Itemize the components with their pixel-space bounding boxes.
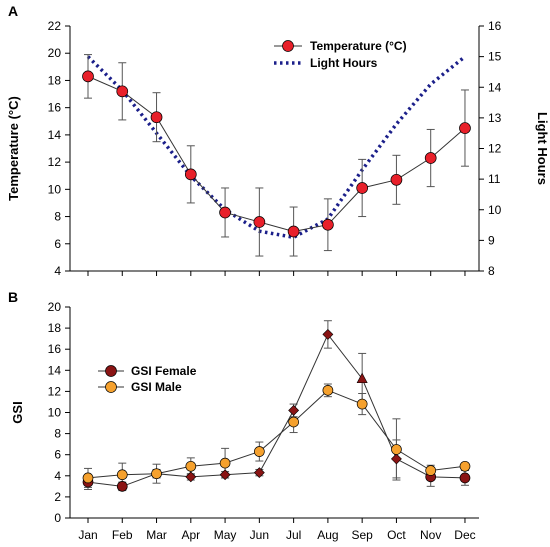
gsi-male-point: [185, 460, 197, 472]
gsi-female-point: [219, 469, 231, 481]
temperature-point: [356, 182, 369, 194]
gsi-male-point: [425, 465, 437, 476]
temperature-point: [287, 225, 300, 238]
light-hours-line: [86, 55, 467, 240]
temperature-point: [459, 122, 471, 134]
gsi-female-point: [322, 329, 334, 340]
panel-b-x-tick-label: Feb: [112, 528, 133, 542]
panel-a-y-tick-label: 18: [48, 73, 62, 87]
panel-a-y2-tick-label: 8: [488, 264, 495, 278]
panel-b-y-tick-label: 12: [48, 384, 62, 398]
gsi-female-point: [356, 372, 368, 384]
panel-b-y-tick-label: 14: [48, 363, 62, 377]
temperature-point: [390, 173, 403, 186]
panel-b-y-tick-label: 8: [54, 427, 61, 441]
panel-b-x-tick-label: Jun: [250, 528, 269, 542]
legend-temperature-marker: [282, 40, 294, 52]
panel-b-y-tick-label: 18: [48, 321, 62, 335]
panel-a-y2-axis-title: Light Hours: [535, 112, 550, 185]
temperature-point: [322, 218, 334, 231]
gsi-male-point: [288, 416, 299, 428]
panel-a-y-tick-label: 14: [48, 128, 62, 142]
temperature-point: [219, 206, 231, 219]
gsi-male-point: [151, 468, 162, 480]
panel-a-y2-tick-label: 13: [488, 111, 502, 125]
gsi-male-point: [356, 398, 368, 410]
panel-b-x-tick-label: Sep: [351, 528, 373, 542]
legend-light-hours-label: Light Hours: [310, 56, 378, 70]
panel-b-y-tick-label: 20: [48, 300, 62, 314]
panel-a-y-tick-label: 4: [54, 264, 61, 278]
legend-gsi-female-marker: [105, 365, 117, 377]
temperature-point: [253, 216, 266, 228]
temperature-point: [150, 111, 163, 124]
legend-gsi-male-marker: [105, 381, 117, 393]
panel-b-x-tick-label: Mar: [146, 528, 167, 542]
panel-a-y2-tick-label: 10: [488, 203, 502, 217]
panel-b-y-tick-label: 16: [48, 342, 62, 356]
gsi-male-point: [82, 472, 94, 484]
legend-temperature-label: Temperature (°C): [310, 39, 407, 53]
panel-b-x-tick-label: Dec: [454, 528, 475, 542]
panel-b-x-tick-label: Aug: [317, 528, 338, 542]
panel-b-x-tick-label: May: [214, 528, 237, 542]
temperature-line: [87, 75, 466, 233]
gsi-female-point: [459, 472, 471, 484]
panel-b-y-tick-label: 10: [48, 406, 62, 420]
temperature-point: [82, 70, 94, 83]
panel-a-y2-tick-label: 12: [488, 142, 502, 156]
panel-b-y-tick-label: 2: [54, 490, 61, 504]
panel-b-x-tick-label: Apr: [181, 528, 200, 542]
panel-a-y-tick-label: 20: [48, 46, 62, 60]
panel-a-y-axis-title: Temperature (°C): [6, 96, 21, 201]
gsi-male-line: [87, 389, 466, 479]
panel-a-y-tick-label: 22: [48, 19, 62, 33]
panel-a-legend: Temperature (°C) Light Hours: [274, 39, 407, 70]
legend-gsi-male-label: GSI Male: [131, 380, 182, 394]
gsi-male-point: [254, 446, 265, 457]
temperature-point: [184, 168, 197, 181]
temperature-point: [116, 85, 129, 98]
panel-a-chart: A 4 6 8 10 12 14 16 18 20 22 8 9 10 11 12 13 14 15 16 Temper…: [6, 3, 550, 278]
gsi-male-point: [322, 384, 334, 396]
panel-b-chart: B 0 2 4 6 8 10 12 14 16 18 20 Jan Feb Mar Apr May Jun Jul A…: [8, 289, 479, 542]
panel-b-x-tick-label: Jul: [286, 528, 301, 542]
panel-a-label: A: [8, 3, 18, 19]
temperature-point: [424, 152, 437, 164]
panel-b-y-axis-title: GSI: [10, 401, 25, 423]
panel-b-legend: GSI Female GSI Male: [98, 364, 197, 394]
panel-a-y-tick-label: 10: [48, 182, 62, 196]
panel-a-y2-tick-label: 11: [488, 172, 501, 186]
panel-b-x-tick-label: Jan: [78, 528, 97, 542]
gsi-female-point: [391, 453, 402, 465]
panel-b-x-tick-label: Oct: [387, 528, 406, 542]
legend-gsi-female-label: GSI Female: [131, 364, 197, 378]
gsi-male-point: [219, 457, 231, 469]
panel-b-y-tick-label: 0: [54, 511, 61, 525]
gsi-male-point: [391, 444, 402, 455]
panel-a-y-tick-label: 16: [48, 101, 62, 115]
panel-b-label: B: [8, 289, 18, 305]
panel-b-x-tick-label: Nov: [420, 528, 441, 542]
gsi-female-point: [185, 471, 197, 483]
gsi-male-point: [459, 460, 471, 472]
gsi-male-point: [116, 469, 128, 481]
panel-b-y-tick-label: 4: [54, 469, 61, 483]
gsi-female-point: [288, 404, 300, 416]
gsi-female-line: [87, 333, 465, 487]
panel-a-y-tick-label: 6: [54, 237, 61, 251]
gsi-female-point: [253, 467, 265, 479]
panel-a-y2-tick-label: 15: [488, 50, 502, 64]
panel-a-y-tick-label: 12: [48, 155, 62, 169]
panel-a-y-tick-label: 8: [54, 210, 61, 224]
panel-a-y2-tick-label: 9: [488, 233, 495, 247]
panel-a-y2-tick-label: 14: [488, 80, 502, 94]
gsi-female-point: [116, 481, 128, 492]
panel-a-y2-tick-label: 16: [488, 19, 502, 33]
panel-b-y-tick-label: 6: [54, 448, 61, 462]
